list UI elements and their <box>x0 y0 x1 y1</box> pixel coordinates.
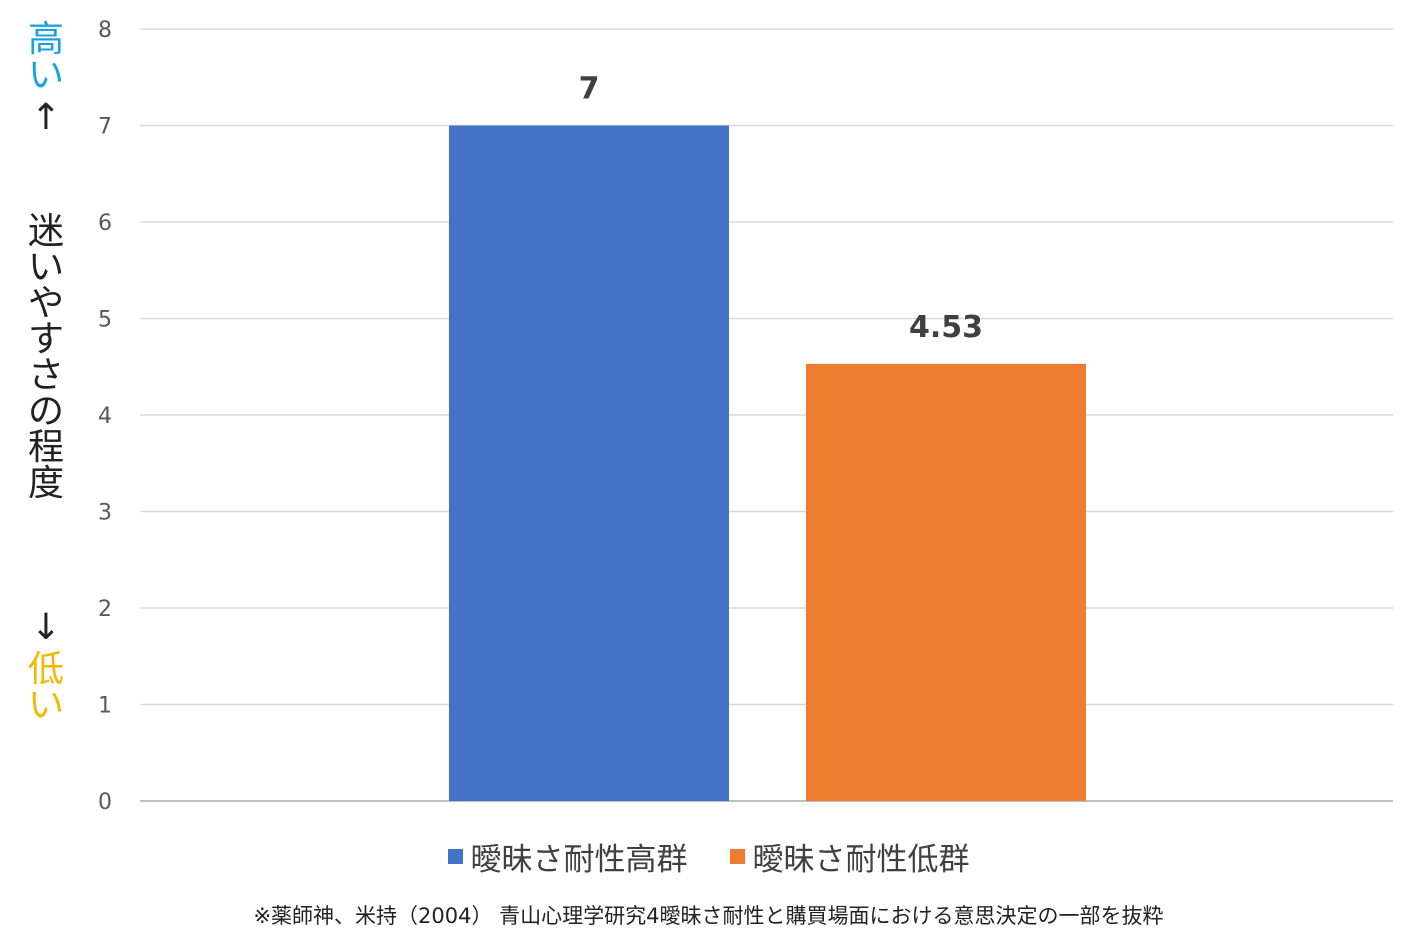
y-axis-title-char: 度 <box>27 463 64 504</box>
legend-label-high: 曖昧さ耐性高群 <box>470 842 688 878</box>
legend-label-low: 曖昧さ耐性低群 <box>752 842 970 878</box>
y-axis-title: 迷いやすさの程度 <box>22 214 70 502</box>
bar-high <box>449 125 729 801</box>
y-axis-high-label: 高い <box>22 22 70 94</box>
y-tick-label: 2 <box>98 597 112 622</box>
source-note: ※薬師神、米持（2004） 青山心理学研究4曖昧さ耐性と購買場面における意思決定… <box>253 904 1164 928</box>
y-axis-high-char: 高 <box>27 19 64 60</box>
y-axis-low-char: 低 <box>27 649 64 690</box>
y-axis-title-char: 迷 <box>27 211 64 252</box>
chart-legend: 曖昧さ耐性高群 曖昧さ耐性低群 <box>0 834 1417 879</box>
y-tick-label: 7 <box>98 115 112 140</box>
y-tick-label: 4 <box>98 404 112 429</box>
legend-item-high: 曖昧さ耐性高群 <box>447 834 688 879</box>
legend-swatch-low <box>729 849 745 864</box>
up-arrow-icon: ↑ <box>30 97 62 138</box>
y-axis-high-char: い <box>27 55 64 96</box>
down-arrow-icon: ↓ <box>30 607 62 648</box>
y-axis-title-char: さ <box>27 355 64 396</box>
legend-swatch-high <box>447 849 463 864</box>
legend-item-low: 曖昧さ耐性低群 <box>729 834 970 879</box>
y-tick-label: 8 <box>98 18 112 43</box>
y-axis-title-char: い <box>27 247 64 288</box>
y-axis-title-char: や <box>27 283 64 324</box>
y-axis-title-char: 程 <box>27 427 64 468</box>
data-label-high: 7 <box>579 72 600 107</box>
y-tick-label: 1 <box>98 694 112 719</box>
y-axis-low-char: い <box>27 685 64 726</box>
y-tick-label: 0 <box>98 790 112 815</box>
data-label-low: 4.53 <box>909 310 983 345</box>
bar-low <box>806 363 1086 801</box>
y-axis-low-label: 低い <box>22 652 70 724</box>
y-axis-title-char: す <box>27 319 64 360</box>
y-tick-label: 6 <box>98 211 112 236</box>
y-axis-title-char: の <box>27 391 64 432</box>
y-tick-label: 5 <box>98 308 112 333</box>
y-tick-label: 3 <box>98 501 112 526</box>
